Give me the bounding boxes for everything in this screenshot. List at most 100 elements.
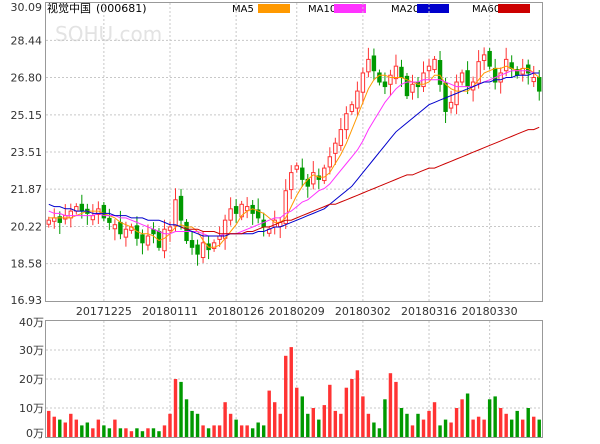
volume-bar — [80, 425, 84, 437]
volume-y-axis: 40万 30万 20万 10万 0万 — [19, 316, 44, 440]
candle — [57, 211, 62, 234]
candle — [393, 54, 399, 85]
candle — [382, 72, 388, 95]
volume-bar — [344, 387, 349, 437]
volume-bar — [317, 419, 321, 437]
volume-bar — [173, 379, 178, 437]
volume-bar — [532, 416, 536, 437]
price-y-tick: 20.22 — [11, 221, 43, 234]
candle — [305, 173, 310, 198]
volume-y-tick: 40万 — [19, 316, 44, 329]
volume-bar — [195, 413, 200, 437]
volume-bar — [300, 396, 304, 437]
volume-bar — [107, 428, 112, 437]
candle — [239, 200, 244, 221]
ma60-line — [180, 126, 540, 235]
volume-bar — [355, 370, 360, 437]
volume-bar — [289, 347, 293, 437]
candle — [410, 74, 415, 100]
volume-bar — [399, 408, 404, 437]
volume-bar — [129, 431, 134, 437]
candle — [250, 200, 255, 225]
candle — [46, 216, 51, 228]
volume-bar — [245, 425, 249, 437]
candle-body-up — [498, 72, 503, 83]
volume-bar — [526, 408, 530, 437]
volume-bar — [295, 387, 299, 437]
volume-bar — [416, 413, 420, 437]
legend-label-ma10: MA10 — [308, 4, 336, 15]
volume-bar — [91, 428, 95, 437]
candle-body-down — [399, 66, 404, 78]
candle — [261, 212, 266, 237]
legend-swatch-ma10 — [334, 4, 366, 13]
candle-body-up — [476, 61, 481, 84]
volume-bar — [454, 408, 459, 437]
candle-body-down — [101, 204, 107, 219]
candle — [85, 203, 90, 225]
candle — [526, 59, 531, 85]
candle — [421, 61, 426, 92]
candle-body-down — [371, 55, 377, 72]
price-y-tick: 26.80 — [11, 72, 43, 85]
candle — [437, 51, 443, 92]
candle — [300, 158, 305, 187]
price-y-tick: 18.58 — [11, 258, 43, 271]
volume-bar — [284, 355, 288, 437]
candle-body-down — [537, 77, 542, 92]
candle — [360, 67, 366, 104]
volume-y-tick: 30万 — [19, 344, 44, 357]
candle-body-up — [294, 165, 299, 170]
date-x-tick: 20171225 — [76, 305, 132, 318]
volume-bar — [234, 419, 238, 437]
volume-bar — [96, 419, 101, 437]
volume-bar — [273, 402, 277, 437]
candle — [459, 69, 465, 86]
candle-body-up — [46, 219, 51, 225]
ma10-line — [48, 70, 540, 237]
candle — [195, 239, 200, 266]
candle — [404, 72, 410, 100]
candle — [96, 201, 101, 225]
legend-swatch-ma5 — [258, 4, 290, 13]
candle-body-up — [432, 58, 437, 71]
volume-bar — [190, 410, 194, 437]
volume-bar — [361, 396, 365, 437]
candle-body-up — [503, 58, 509, 72]
volume-bar — [267, 390, 271, 437]
price-y-tick: 16.93 — [11, 294, 43, 307]
volume-bar — [493, 396, 497, 437]
price-y-axis: 30.09 28.44 26.80 25.15 23.51 21.87 20.22 18.58… — [11, 1, 43, 307]
candle-body-down — [487, 50, 492, 67]
candle — [189, 231, 195, 255]
candle — [448, 90, 454, 114]
volume-bar — [151, 428, 156, 437]
legend-swatch-ma60 — [498, 4, 530, 13]
legend: MA5 MA10 MA20 MA60 — [232, 4, 530, 15]
candle — [107, 208, 112, 230]
volume-bar — [372, 422, 376, 437]
volume-bar — [69, 413, 73, 437]
candle — [476, 50, 481, 89]
candle-body-up — [123, 228, 129, 238]
candle-body-down — [404, 75, 410, 97]
candle — [316, 168, 322, 189]
candle-body-down — [437, 60, 443, 85]
candle — [487, 48, 492, 70]
volume-bar — [537, 419, 541, 437]
candle-body-up — [228, 208, 233, 221]
candle — [322, 164, 327, 184]
candle-body-up — [355, 90, 360, 109]
candle — [244, 197, 250, 219]
candle — [228, 197, 233, 226]
candle — [426, 58, 432, 81]
candle — [123, 221, 129, 247]
candle — [503, 47, 509, 77]
volume-grid — [46, 349, 542, 409]
watermark: SOHU.com — [55, 22, 162, 46]
volume-bar — [162, 425, 167, 437]
candle — [388, 69, 393, 96]
candle-body-up — [289, 172, 294, 191]
volume-bar — [377, 428, 382, 437]
